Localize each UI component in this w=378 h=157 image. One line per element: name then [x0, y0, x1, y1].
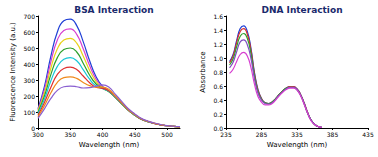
svg-text:200: 200 — [24, 93, 36, 100]
svg-text:Fluorescence Intensity (a.u.): Fluorescence Intensity (a.u.) — [9, 22, 17, 122]
svg-text:1.6: 1.6 — [213, 13, 223, 20]
svg-text:235: 235 — [220, 131, 232, 138]
svg-text:100: 100 — [24, 109, 36, 116]
svg-text:600: 600 — [24, 29, 36, 36]
svg-text:1.0: 1.0 — [213, 55, 223, 62]
svg-text:450: 450 — [129, 131, 141, 138]
svg-text:350: 350 — [65, 131, 77, 138]
svg-text:700: 700 — [24, 13, 36, 20]
svg-text:0: 0 — [31, 124, 35, 132]
svg-text:300: 300 — [32, 131, 44, 138]
svg-text:DNA Interaction: DNA Interaction — [261, 5, 342, 15]
svg-text:BSA Interaction: BSA Interaction — [74, 5, 153, 15]
svg-text:0.4: 0.4 — [213, 97, 223, 104]
svg-text:385: 385 — [327, 131, 339, 138]
svg-text:0.0: 0.0 — [213, 124, 223, 132]
svg-text:400: 400 — [24, 61, 36, 68]
svg-text:1.4: 1.4 — [213, 27, 223, 34]
svg-text:335: 335 — [291, 131, 303, 138]
svg-text:1.2: 1.2 — [213, 41, 223, 48]
svg-text:Wavelength (nm): Wavelength (nm) — [79, 141, 140, 149]
svg-text:285: 285 — [256, 131, 268, 138]
svg-text:300: 300 — [24, 77, 36, 84]
svg-text:0.2: 0.2 — [213, 111, 223, 118]
svg-text:Absorbance: Absorbance — [199, 51, 207, 92]
svg-text:500: 500 — [161, 131, 173, 138]
svg-text:500: 500 — [24, 45, 36, 52]
svg-text:435: 435 — [362, 131, 374, 138]
svg-text:400: 400 — [97, 131, 109, 138]
svg-text:0.6: 0.6 — [213, 83, 223, 90]
svg-text:Wavelength (nm): Wavelength (nm) — [267, 141, 328, 149]
svg-text:0.8: 0.8 — [213, 69, 223, 76]
